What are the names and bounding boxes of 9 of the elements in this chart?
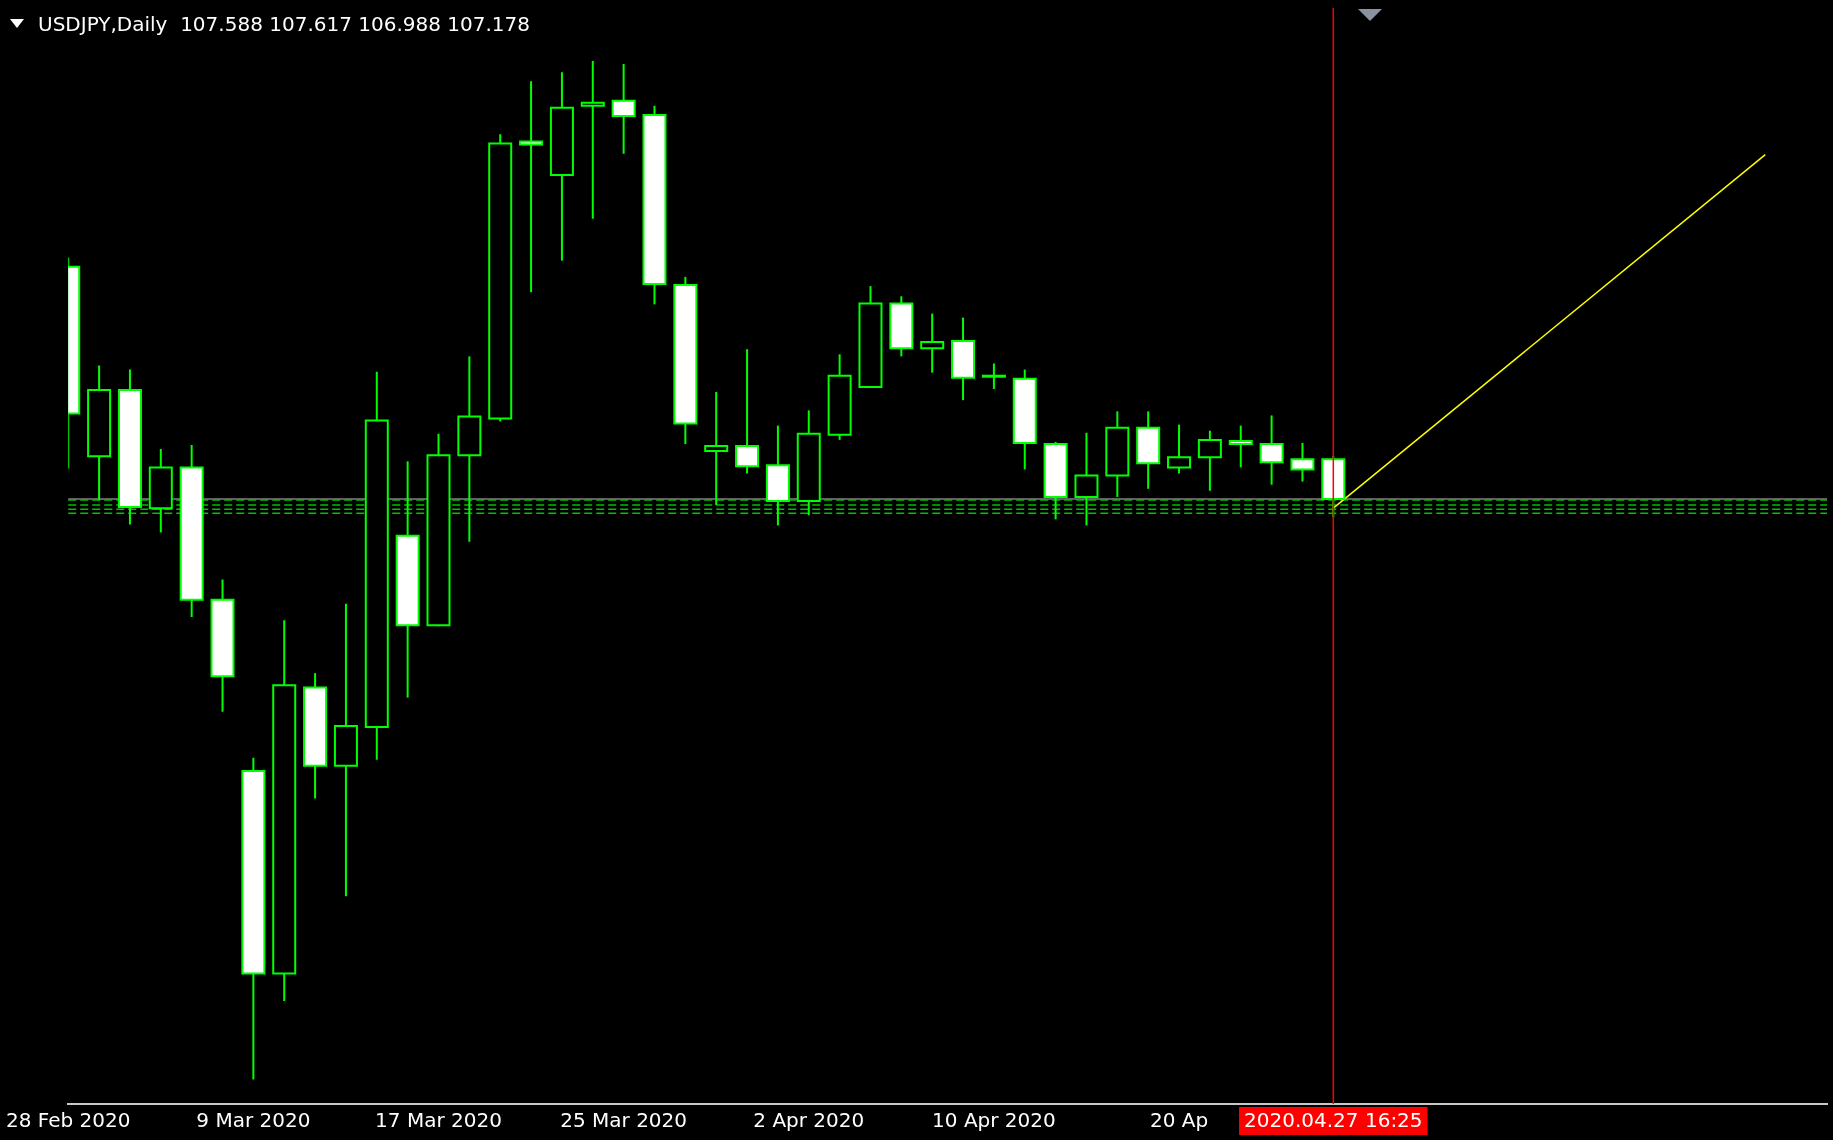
x-tick-label: 2020.04.27 16:25 [1244,1108,1423,1133]
x-tick-label: 2 Apr 2020 [753,1108,865,1133]
x-tick-label: 20 Ap [1149,1108,1209,1133]
x-tick-label: 25 Mar 2020 [560,1108,688,1133]
x-tick-label: 9 Mar 2020 [196,1108,311,1133]
chart-title: USDJPY,Daily 107.588 107.617 106.988 107.178 [38,12,531,37]
x-tick-label: 28 Feb 2020 [5,1108,131,1133]
x-tick-label: 17 Mar 2020 [375,1108,502,1133]
x-tick-label: 10 Apr 2020 [932,1108,1056,1133]
